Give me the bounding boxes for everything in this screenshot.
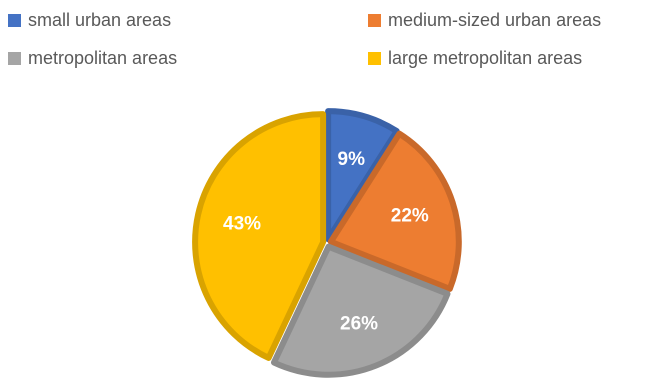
pie-slice-large-metropolitan-areas	[192, 111, 327, 361]
pie-slice-metropolitan-areas	[270, 243, 451, 378]
data-label-medium-sized-urban-areas: 22%	[391, 206, 429, 227]
legend-swatch-small-urban-areas	[8, 13, 21, 27]
legend-item-large-metropolitan-areas: large metropolitan areas	[368, 46, 582, 70]
legend-swatch-medium-sized-urban-areas	[368, 13, 381, 27]
pie-slice-medium-sized-urban-areas	[327, 130, 462, 292]
data-label-large-metropolitan-areas: 43%	[223, 214, 261, 235]
legend-swatch-large-metropolitan-areas	[368, 51, 381, 65]
legend-label-large-metropolitan-areas: large metropolitan areas	[388, 47, 583, 68]
legend-item-medium-sized-urban-areas: medium-sized urban areas	[368, 8, 601, 32]
chart-legend: small urban areas medium-sized urban are…	[0, 0, 654, 90]
legend-label-medium-sized-urban-areas: medium-sized urban areas	[388, 9, 602, 30]
data-label-small-urban-areas: 9%	[338, 149, 366, 170]
pie-slice-small-urban-areas	[325, 108, 400, 243]
legend-item-metropolitan-areas: metropolitan areas	[8, 46, 177, 70]
legend-label-metropolitan-areas: metropolitan areas	[28, 47, 178, 68]
legend-swatch-metropolitan-areas	[8, 51, 21, 65]
data-label-metropolitan-areas: 26%	[340, 313, 378, 334]
legend-item-small-urban-areas: small urban areas	[8, 8, 171, 32]
legend-label-small-urban-areas: small urban areas	[28, 9, 172, 30]
